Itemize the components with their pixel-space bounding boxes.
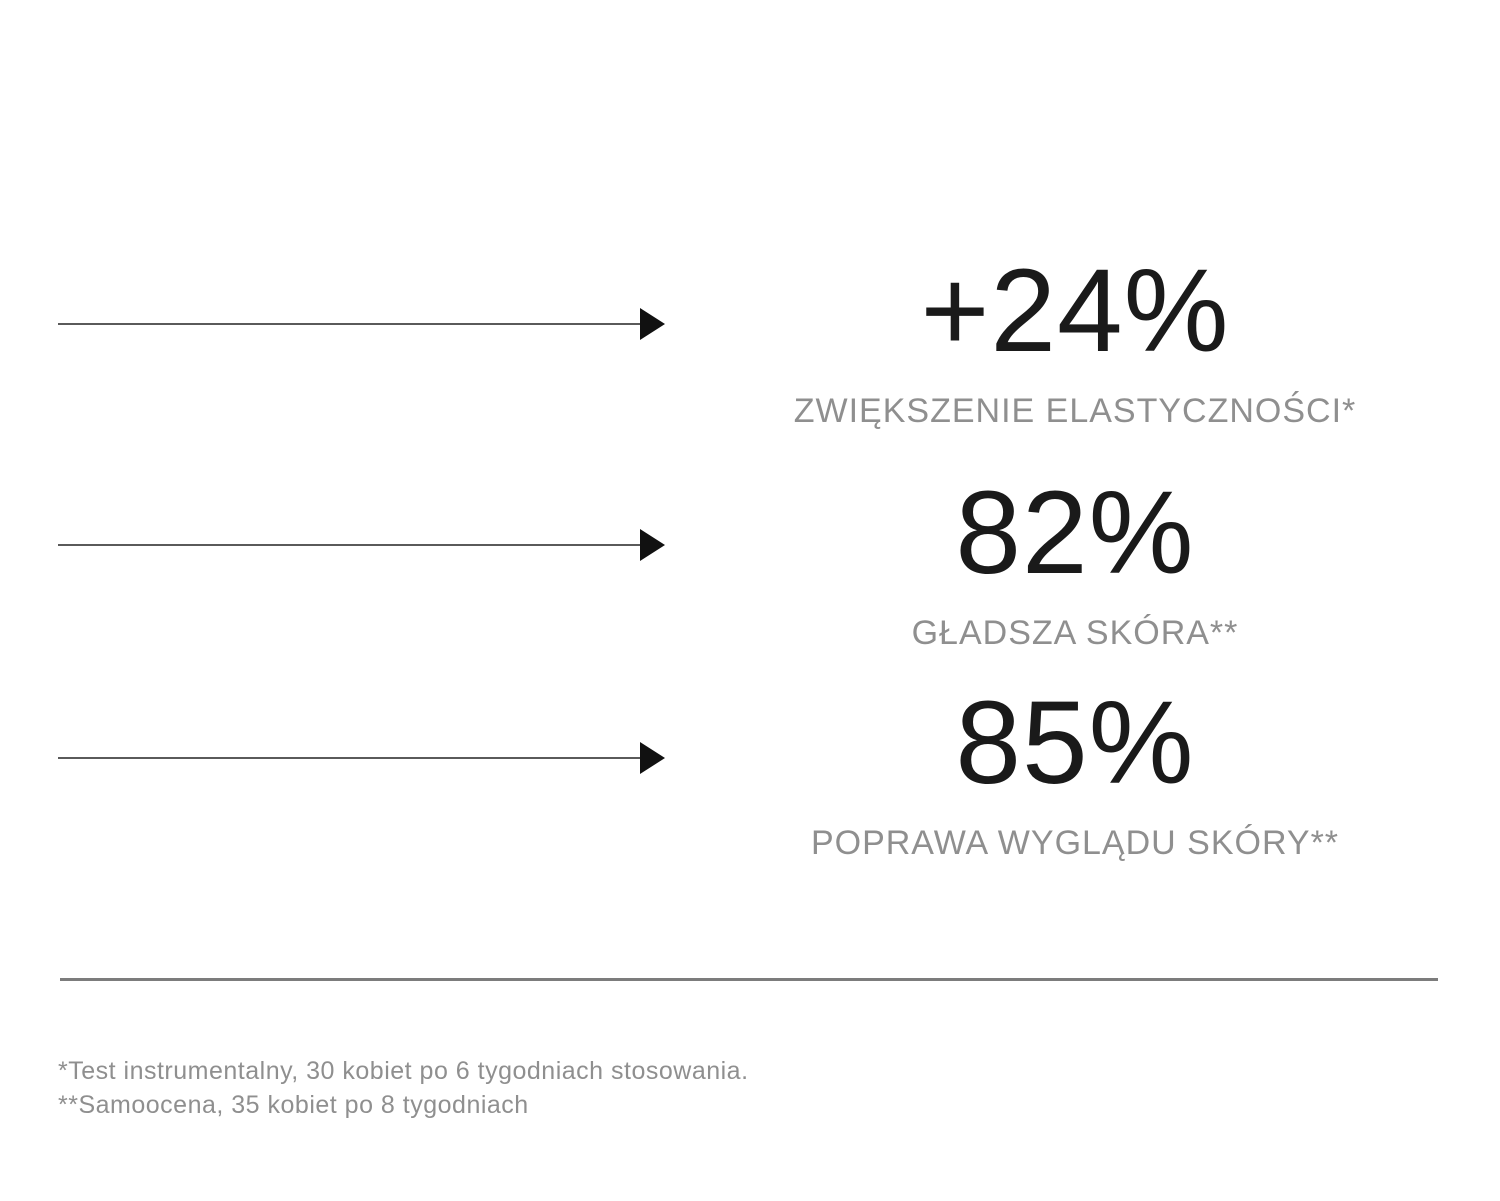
stat-block-skin-appearance: 85% POPRAWA WYGLĄDU SKÓRY** [745,684,1405,862]
footnotes: *Test instrumentalny, 30 kobiet po 6 tyg… [58,1054,749,1122]
arrow-head-icon [640,529,665,561]
stat-value: 85% [955,677,1195,809]
footnote-instrumental-test: *Test instrumentalny, 30 kobiet po 6 tyg… [58,1057,749,1085]
arrow-line [58,757,642,759]
stat-block-smoother-skin: 82% GŁADSZA SKÓRA** [745,474,1405,652]
arrow-head-icon [640,742,665,774]
stat-label: GŁADSZA SKÓRA** [911,614,1239,652]
stat-value: +24% [920,245,1230,377]
arrow-right-icon [58,529,665,561]
stat-label: ZWIĘKSZENIE ELASTYCZNOŚCI* [793,392,1357,430]
stat-label: POPRAWA WYGLĄDU SKÓRY** [810,824,1340,862]
footnote-self-assessment: **Samoocena, 35 kobiet po 8 tygodniach [58,1091,529,1119]
stat-block-elasticity: +24% ZWIĘKSZENIE ELASTYCZNOŚCI* [745,252,1405,430]
arrow-right-icon [58,308,665,340]
arrow-head-icon [640,308,665,340]
arrow-right-icon [58,742,665,774]
arrow-line [58,323,642,325]
stat-value: 82% [955,467,1195,599]
divider [60,978,1438,981]
arrow-line [58,544,642,546]
